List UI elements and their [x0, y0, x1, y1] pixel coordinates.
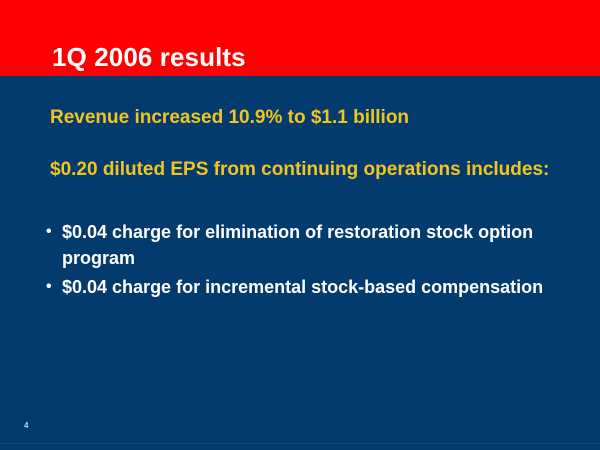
eps-headline: $0.20 diluted EPS from continuing operat…	[50, 159, 550, 180]
footer-divider	[0, 443, 600, 444]
bullet-dot-icon: •	[46, 278, 52, 295]
page-number: 4	[24, 421, 29, 430]
slide-body: Revenue increased 10.9% to $1.1 billion …	[0, 76, 600, 450]
list-item: • $0.04 charge for elimination of restor…	[44, 219, 584, 271]
bullet-list: • $0.04 charge for elimination of restor…	[44, 219, 584, 303]
list-item: • $0.04 charge for incremental stock-bas…	[44, 274, 584, 300]
title-banner	[0, 0, 600, 76]
list-item-label: $0.04 charge for elimination of restorat…	[62, 222, 534, 268]
list-item-label: $0.04 charge for incremental stock-based…	[62, 277, 544, 297]
lead-statement: Revenue increased 10.9% to $1.1 billion	[50, 107, 410, 128]
bullet-dot-icon: •	[46, 223, 52, 240]
